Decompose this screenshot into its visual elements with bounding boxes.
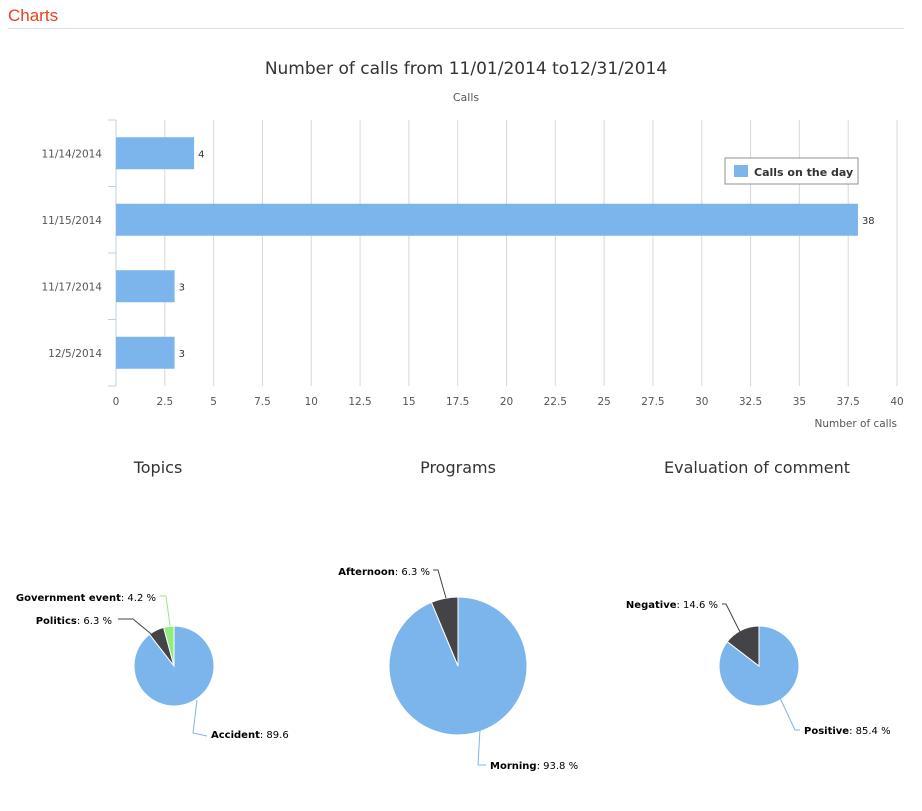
x-tick-label: 22.5 [544,396,567,408]
bar-chart-bars: 4 38 3 3 [116,137,875,369]
connector-accident [192,699,208,737]
evaluation-pie: Positive: 85.4 % Negative: 14.6 % [626,600,891,737]
data-label-positive: Positive: 85.4 % [804,726,891,737]
section-header: Charts [8,4,904,29]
bar-chart-title: Number of calls from 11/01/2014 to12/31/… [265,59,667,79]
evaluation-pie-title: Evaluation of comment [664,458,850,477]
x-tick-label: 20 [500,396,513,408]
x-tick-label: 0 [113,396,120,408]
bar-11-17-2014[interactable] [116,270,175,303]
pie-slices [388,596,528,736]
bar-data-label: 3 [179,282,185,293]
bar-12-5-2014[interactable] [116,336,175,369]
bar-chart-legend[interactable]: Calls on the day [724,157,859,185]
programs-pie: Morning: 93.8 % Afternoon: 6.3 % [338,567,578,772]
x-tick-label: 17.5 [446,396,469,408]
x-tick-label: 35 [793,396,806,408]
bar-chart-xlabel: Number of calls [815,418,898,430]
bar-chart-value-axis: 0 2.5 5 7.5 10 12.5 15 17.5 20 22.5 25 27.5 30 32.5 35… [113,396,904,408]
x-tick-label: 40 [890,396,903,408]
section-title: Charts [8,6,59,25]
data-label-afternoon: Afternoon: 6.3 % [338,567,430,578]
bar-chart-category-axis: 11/14/2014 11/15/2014 11/17/2014 12/5/2014 [41,119,117,387]
x-tick-label: 25 [597,396,610,408]
x-tick-label: 30 [695,396,708,408]
legend-swatch [734,165,748,177]
topics-pie-title: Topics [133,458,183,477]
bar-11-15-2014[interactable] [116,203,858,236]
bar-chart-subtitle: Calls [453,91,480,104]
pie-slice-government-event[interactable] [162,625,175,667]
pie-slice-morning[interactable] [388,596,528,736]
category-label: 11/14/2014 [41,148,102,160]
data-label-accident: Accident: 89.6 [211,730,289,741]
topics-pie-chart: Topics Accident: 89.6 Politics: 6.3 % Gove… [16,458,289,741]
connector-positive [779,697,800,731]
bar-data-label: 38 [862,216,875,227]
bar-chart-grid [115,120,898,386]
connector-morning [477,729,486,766]
calls-bar-chart: Number of calls from 11/01/2014 to12/31/… [41,59,904,430]
x-tick-label: 32.5 [739,396,762,408]
topics-pie: Accident: 89.6 Politics: 6.3 % Government … [16,593,289,741]
connector-negative [722,603,741,633]
x-tick-label: 10 [305,396,318,408]
x-tick-label: 5 [210,396,217,408]
evaluation-pie-chart: Evaluation of comment Positive: 85.4 % Ne… [626,458,891,737]
pie-slice-afternoon[interactable] [430,596,459,667]
x-tick-label: 27.5 [641,396,664,408]
bar-data-label: 3 [179,349,185,360]
x-tick-label: 2.5 [156,396,173,408]
pie-slice-negative[interactable] [726,625,760,668]
category-label: 11/15/2014 [41,215,102,227]
data-label-negative: Negative: 14.6 % [626,600,718,611]
data-label-morning: Morning: 93.8 % [490,761,578,772]
programs-pie-chart: Programs Morning: 93.8 % Afternoon: 6.3 % [338,458,578,772]
x-tick-label: 12.5 [348,396,371,408]
x-tick-label: 7.5 [254,396,271,408]
pie-slices [718,625,800,707]
x-tick-label: 15 [402,396,415,408]
connector-government-event [160,595,171,627]
bar-data-label: 4 [198,149,204,160]
data-label-politics: Politics: 6.3 % [36,616,112,627]
category-label: 11/17/2014 [41,281,102,293]
data-label-government-event: Government event: 4.2 % [16,593,156,604]
bar-11-14-2014[interactable] [116,137,195,170]
category-label: 12/5/2014 [48,348,102,360]
pie-slices [133,625,215,707]
legend-item-calls-on-the-day[interactable]: Calls on the day [754,166,853,179]
connector-afternoon [433,569,447,599]
programs-pie-title: Programs [420,458,496,477]
x-tick-label: 37.5 [836,396,859,408]
